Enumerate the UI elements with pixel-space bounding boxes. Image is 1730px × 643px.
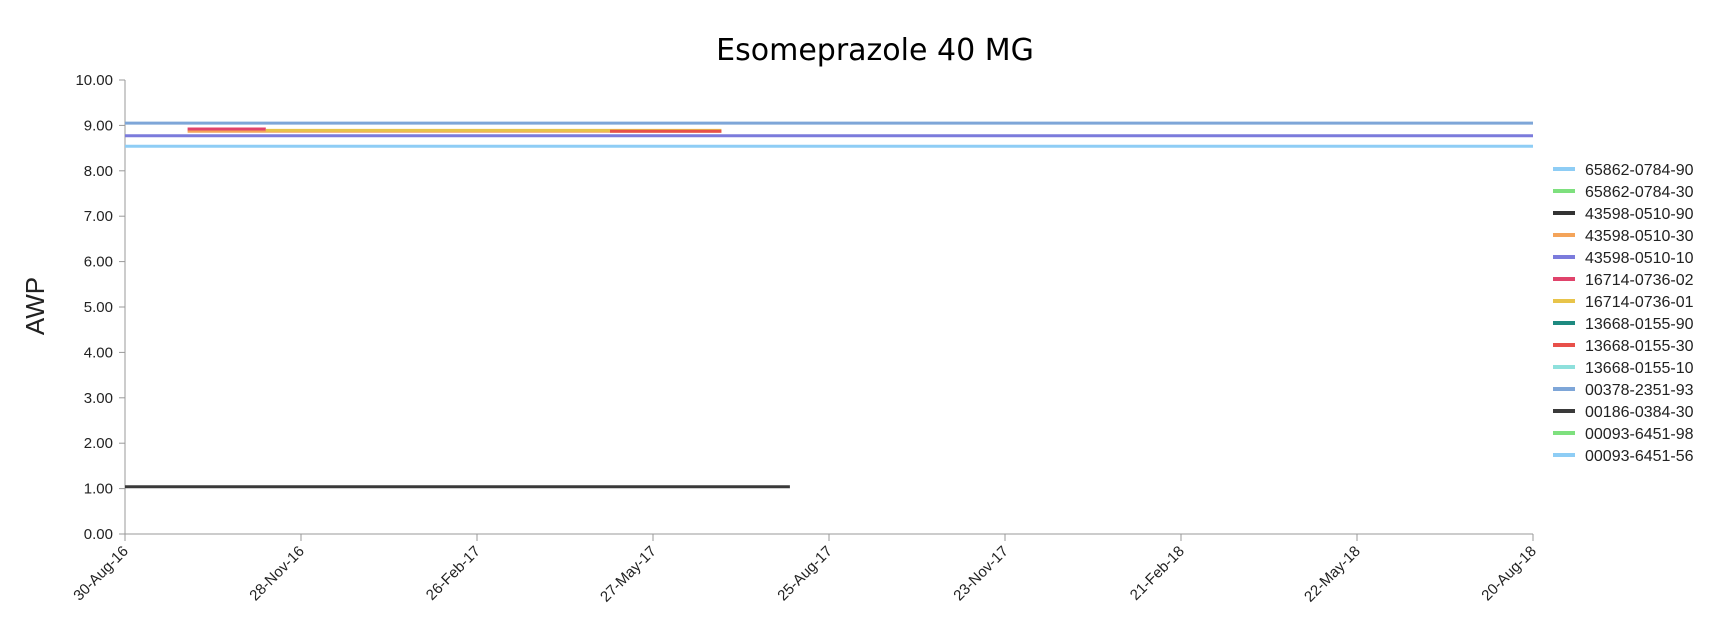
legend-entry: 65862-0784-30: [1585, 184, 1694, 201]
y-tick-label: 6.00: [84, 254, 113, 271]
x-tick-label: 20-Aug-18: [1478, 543, 1540, 605]
legend-entry: 00093-6451-98: [1585, 426, 1694, 443]
x-tick-label: 23-Nov-17: [950, 543, 1012, 605]
legend-entry: 00093-6451-56: [1585, 448, 1694, 465]
y-tick-label: 9.00: [84, 117, 113, 134]
y-tick-label: 3.00: [84, 390, 113, 407]
legend-entry: 00186-0384-30: [1585, 404, 1694, 421]
x-tick-label: 22-May-18: [1301, 543, 1364, 606]
x-tick-label: 30-Aug-16: [70, 543, 132, 605]
legend-entry: 43598-0510-90: [1585, 206, 1694, 223]
series-lines: [125, 121, 1533, 489]
x-axis-ticks: 30-Aug-16 28-Nov-16 26-Feb-17 27-May-17 25-A…: [70, 534, 1540, 606]
legend-entry: 65862-0784-90: [1585, 162, 1694, 179]
y-tick-label: 7.00: [84, 208, 113, 225]
legend-entry: 13668-0155-30: [1585, 338, 1694, 355]
y-tick-label: 10.00: [75, 72, 113, 89]
chart-title: Esomeprazole 40 MG: [716, 33, 1034, 68]
x-tick-label: 21-Feb-18: [1127, 543, 1188, 604]
legend-entry: 16714-0736-02: [1585, 272, 1694, 289]
legend-entry: 43598-0510-10: [1585, 250, 1694, 267]
legend-entry: 16714-0736-01: [1585, 294, 1694, 311]
y-tick-label: 8.00: [84, 163, 113, 180]
y-tick-label: 1.00: [84, 481, 113, 498]
legend-entry: 13668-0155-10: [1585, 360, 1694, 377]
legend: 65862-0784-90 65862-0784-30 43598-0510-90 4…: [1553, 162, 1694, 465]
legend-entry: 00378-2351-93: [1585, 382, 1694, 399]
y-tick-label: 5.00: [84, 299, 113, 316]
y-tick-label: 2.00: [84, 435, 113, 452]
legend-entry: 13668-0155-90: [1585, 316, 1694, 333]
x-tick-label: 28-Nov-16: [246, 543, 308, 605]
x-tick-label: 26-Feb-17: [423, 543, 484, 604]
x-tick-label: 25-Aug-17: [774, 543, 836, 605]
plot-area: 0.00 1.00 2.00 3.00 4.00 5.00 6.00 7.00 8.00 9.00…: [70, 72, 1540, 606]
y-axis-label: AWP: [20, 277, 50, 335]
y-axis-ticks: 0.00 1.00 2.00 3.00 4.00 5.00 6.00 7.00 8.00 9.00…: [75, 72, 125, 543]
y-tick-label: 0.00: [84, 526, 113, 543]
y-tick-label: 4.00: [84, 344, 113, 361]
x-tick-label: 27-May-17: [597, 543, 660, 606]
legend-entry: 43598-0510-30: [1585, 228, 1694, 245]
